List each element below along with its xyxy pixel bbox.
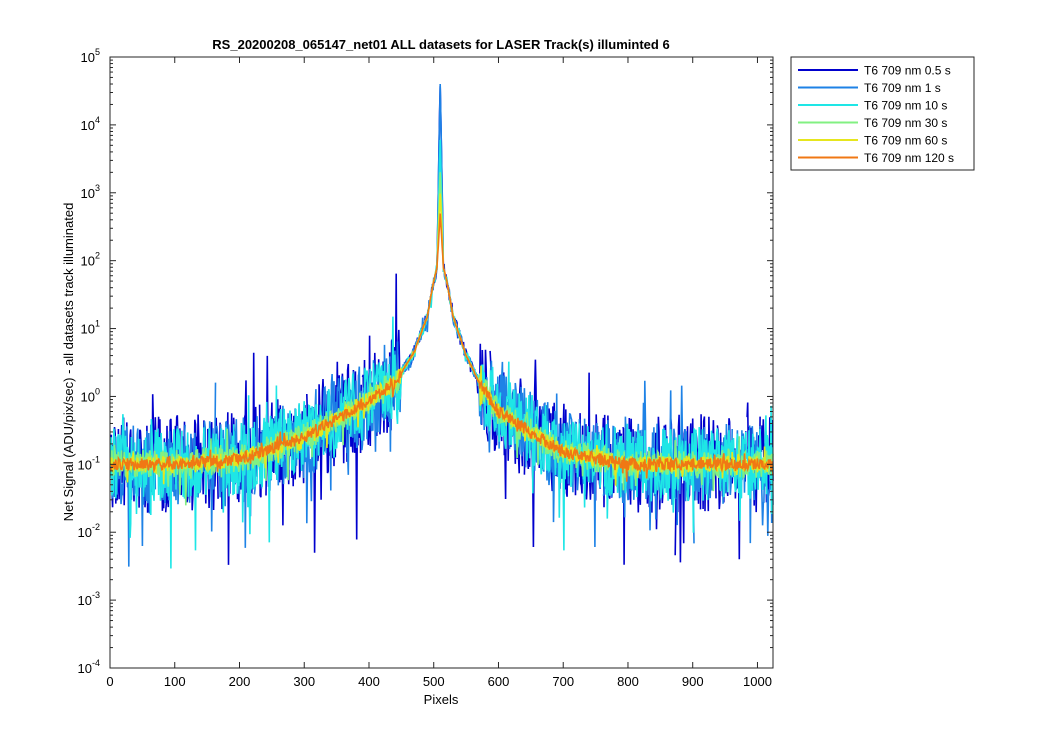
y-tick-exponent: 0	[95, 386, 100, 396]
y-tick-label: 10-4	[78, 658, 100, 676]
x-tick-label: 500	[423, 674, 445, 689]
y-tick-exponent: 3	[95, 183, 100, 193]
y-tick-label: 102	[81, 251, 100, 269]
y-tick-base: 10	[81, 254, 95, 269]
legend: T6 709 nm 0.5 s T6 709 nm 1 s T6 709 nm 10…	[790, 56, 975, 171]
y-tick-label: 104	[81, 115, 100, 133]
x-tick-label: 600	[488, 674, 510, 689]
x-tick-label: 400	[358, 674, 380, 689]
y-tick-base: 10	[78, 525, 92, 540]
y-tick-base: 10	[81, 186, 95, 201]
y-tick-label: 105	[81, 47, 100, 65]
y-tick-exponent: 4	[95, 115, 100, 125]
x-axis-label: Pixels	[424, 692, 459, 707]
y-tick-base: 10	[81, 389, 95, 404]
y-tick-base: 10	[78, 593, 92, 608]
y-tick-exponent: -4	[92, 658, 100, 668]
y-tick-exponent: -1	[92, 454, 100, 464]
x-tick-label: 100	[164, 674, 186, 689]
y-tick-base: 10	[81, 322, 95, 337]
x-tick-label: 1000	[743, 674, 772, 689]
x-tick-label: 0	[106, 674, 113, 689]
y-tick-exponent: -3	[92, 590, 100, 600]
legend-label: T6 709 nm 120 s	[864, 151, 954, 165]
y-tick-base: 10	[78, 457, 92, 472]
y-tick-exponent: -2	[92, 522, 100, 532]
y-tick-label: 10-1	[78, 454, 100, 472]
legend-label: T6 709 nm 10 s	[864, 99, 947, 113]
legend-label: T6 709 nm 1 s	[864, 81, 941, 95]
axes-box	[109, 56, 774, 669]
chart-title: RS_20200208_065147_net01 ALL datasets fo…	[212, 37, 669, 52]
series-layer	[109, 83, 774, 569]
y-tick-label: 100	[81, 386, 100, 404]
x-tick-label: 700	[552, 674, 574, 689]
series-line-6	[109, 213, 774, 482]
y-tick-label: 10-2	[78, 522, 100, 540]
y-tick-label: 10-3	[78, 590, 100, 608]
y-tick-exponent: 5	[95, 47, 100, 57]
y-tick-label: 103	[81, 183, 100, 201]
legend-items: T6 709 nm 0.5 s T6 709 nm 1 s T6 709 nm 10…	[798, 64, 954, 165]
legend-label: T6 709 nm 30 s	[864, 116, 947, 130]
x-tick-label: 800	[617, 674, 639, 689]
y-tick-label: 101	[81, 319, 100, 337]
y-axis-label: Net Signal (ADU/pix/sec) - all datasets …	[61, 203, 76, 522]
y-tick-exponent: 1	[95, 319, 100, 329]
x-tick-label: 300	[293, 674, 315, 689]
y-tick-base: 10	[81, 118, 95, 133]
y-tick-base: 10	[81, 50, 95, 65]
y-tick-base: 10	[78, 661, 92, 676]
y-tick-exponent: 2	[95, 251, 100, 261]
x-tick-label: 900	[682, 674, 704, 689]
legend-label: T6 709 nm 0.5 s	[864, 64, 951, 78]
x-tick-label: 200	[229, 674, 251, 689]
x-axis-ticks: 0 100 200 300 400 500 600 700 800 900 1000	[106, 57, 772, 689]
legend-label: T6 709 nm 60 s	[864, 134, 947, 148]
legend-box	[790, 56, 975, 171]
